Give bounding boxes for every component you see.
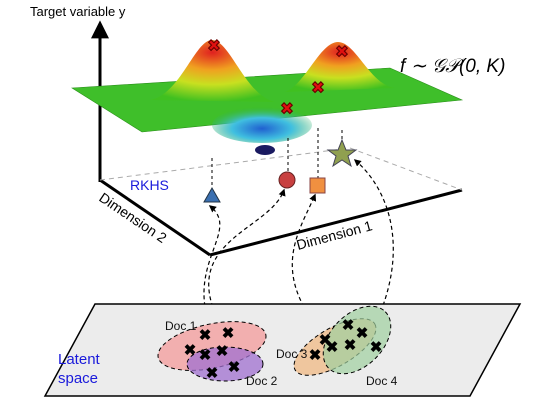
doc-point: ✖ <box>344 337 357 354</box>
diagram: Target variable y Dimension 2 Dimension … <box>0 0 534 403</box>
latent-label: space <box>58 370 98 387</box>
sample-point: ✖ <box>311 80 324 97</box>
doc-point: ✖ <box>309 347 322 364</box>
surface-dip <box>212 107 312 143</box>
doc-point: ✖ <box>184 342 197 359</box>
doc-point: ✖ <box>216 343 229 360</box>
doc-point: ✖ <box>206 365 219 382</box>
mapping-arrow <box>209 190 284 320</box>
plane-edge <box>350 148 462 190</box>
plane-edge <box>100 148 350 180</box>
doc-label: Doc 3 <box>276 347 308 361</box>
doc-point: ✖ <box>199 327 212 344</box>
doc-point: ✖ <box>342 317 355 334</box>
dimension2-label: Dimension 2 <box>96 189 170 246</box>
doc-point: ✖ <box>319 332 332 349</box>
doc-point: ✖ <box>370 339 383 356</box>
doc-marker-triangle <box>204 188 220 202</box>
doc-label: Doc 4 <box>366 374 398 388</box>
doc-point: ✖ <box>222 325 235 342</box>
doc-label: Doc 2 <box>246 374 278 388</box>
rkhs-label: RKHS <box>130 177 169 193</box>
doc-label: Doc 1 <box>165 319 197 333</box>
sample-point: ✖ <box>280 101 293 118</box>
mapping-arrow <box>204 206 220 320</box>
surface-dip-bottom <box>255 145 275 155</box>
doc-point: ✖ <box>356 325 369 342</box>
gp-formula: f ∼ 𝒢𝒫(0, K) <box>400 56 505 77</box>
doc-point: ✖ <box>199 347 212 364</box>
dimension1-axis <box>210 190 462 255</box>
y-axis-label: Target variable y <box>30 4 126 19</box>
doc-marker-square <box>310 178 325 193</box>
latent-label: Latent <box>58 351 101 368</box>
doc-point: ✖ <box>228 359 241 376</box>
sample-point: ✖ <box>207 38 220 55</box>
mapping-arrow <box>355 160 393 325</box>
sample-point: ✖ <box>335 44 348 61</box>
doc-marker-circle <box>279 172 295 188</box>
doc-marker-star <box>328 140 356 166</box>
